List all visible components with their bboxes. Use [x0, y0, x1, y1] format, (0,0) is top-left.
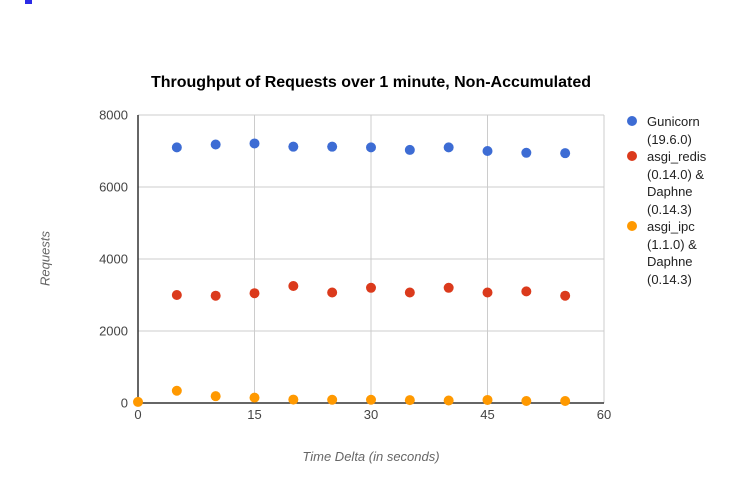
data-point-asgi-redis-daphne — [521, 286, 532, 297]
data-point-gunicorn — [560, 148, 571, 159]
legend-dot-asgi-ipc-daphne — [627, 221, 637, 231]
data-point-asgi-ipc-daphne — [521, 396, 532, 407]
data-point-asgi-redis-daphne — [210, 290, 221, 301]
data-point-gunicorn — [366, 142, 376, 153]
data-point-asgi-ipc-daphne — [404, 395, 415, 406]
data-point-asgi-redis-daphne — [366, 282, 376, 293]
data-point-asgi-ipc-daphne — [366, 394, 376, 405]
y-tick-label: 0 — [121, 396, 128, 411]
legend-label-line: asgi_ipc — [647, 219, 695, 234]
legend-label-line: Daphne — [647, 254, 693, 269]
data-point-asgi-ipc-daphne — [210, 391, 221, 402]
y-tick-label: 4000 — [99, 252, 128, 267]
data-point-gunicorn — [210, 139, 221, 150]
top-edge-artifact — [25, 0, 32, 4]
legend-label-line: (0.14.0) & — [647, 166, 705, 182]
data-point-asgi-ipc-daphne — [171, 385, 182, 396]
data-point-asgi-redis-daphne — [288, 281, 299, 291]
y-tick-label: 6000 — [99, 180, 128, 195]
legend-label-line: (0.14.3) — [647, 271, 692, 287]
data-point-gunicorn — [482, 146, 493, 156]
legend-label-gunicorn: Gunicorn (19.6.0) — [647, 113, 700, 148]
data-point-gunicorn — [171, 142, 182, 153]
data-point-asgi-ipc-daphne — [327, 394, 338, 405]
chart-title: Throughput of Requests over 1 minute, No… — [150, 74, 592, 91]
data-point-gunicorn — [521, 147, 532, 158]
x-tick-label: 60 — [597, 407, 611, 422]
x-axis-title: Time Delta (in seconds) — [302, 449, 440, 464]
data-point-gunicorn — [404, 144, 415, 155]
legend-label-asgi-ipc-daphne: asgi_ipc (1.1.0) & Daphne (0.14.3) — [647, 218, 697, 288]
legend-item-asgi-ipc-daphne: asgi_ipc (1.1.0) & Daphne (0.14.3) — [627, 218, 735, 288]
x-tick-label: 45 — [480, 407, 494, 422]
legend-dot-gunicorn — [627, 116, 637, 126]
data-point-asgi-ipc-daphne — [288, 394, 299, 405]
legend-label-line: asgi_redis — [647, 149, 707, 164]
legend-label-line: (0.14.3) — [647, 201, 692, 217]
data-point-gunicorn — [443, 142, 454, 153]
data-point-asgi-redis-daphne — [404, 287, 415, 298]
legend-label-asgi-redis-daphne: asgi_redis (0.14.0) & Daphne (0.14.3) — [647, 148, 706, 218]
x-tick-label: 0 — [134, 407, 141, 422]
data-point-asgi-redis-daphne — [249, 288, 260, 299]
x-tick-label: 15 — [247, 407, 261, 422]
data-point-asgi-ipc-daphne — [133, 396, 143, 407]
legend-label-line: (1.1.0) & — [647, 236, 697, 252]
data-point-asgi-ipc-daphne — [482, 394, 493, 405]
data-point-gunicorn — [288, 141, 299, 152]
data-point-asgi-ipc-daphne — [249, 392, 260, 403]
legend: Gunicorn (19.6.0) asgi_redis (0.14.0) & Daph… — [627, 113, 735, 288]
data-point-gunicorn — [327, 141, 338, 152]
data-point-asgi-ipc-daphne — [560, 396, 571, 407]
y-axis-title: Requests — [37, 231, 53, 286]
data-point-asgi-redis-daphne — [482, 287, 493, 298]
data-point-asgi-redis-daphne — [443, 282, 454, 293]
x-tick-label: 30 — [364, 407, 378, 422]
legend-item-gunicorn: Gunicorn (19.6.0) — [627, 113, 735, 148]
y-tick-label: 8000 — [99, 108, 128, 123]
data-point-gunicorn — [249, 138, 260, 149]
data-point-asgi-redis-daphne — [560, 290, 571, 301]
legend-dot-asgi-redis-daphne — [627, 151, 637, 161]
data-point-asgi-redis-daphne — [171, 290, 182, 300]
data-point-asgi-redis-daphne — [327, 287, 338, 298]
legend-label-line: (19.6.0) — [647, 131, 692, 147]
data-point-asgi-ipc-daphne — [443, 395, 454, 406]
legend-item-asgi-redis-daphne: asgi_redis (0.14.0) & Daphne (0.14.3) — [627, 148, 735, 218]
legend-label-line: Gunicorn — [647, 114, 700, 129]
y-tick-label: 2000 — [99, 324, 128, 339]
legend-label-line: Daphne — [647, 184, 693, 199]
